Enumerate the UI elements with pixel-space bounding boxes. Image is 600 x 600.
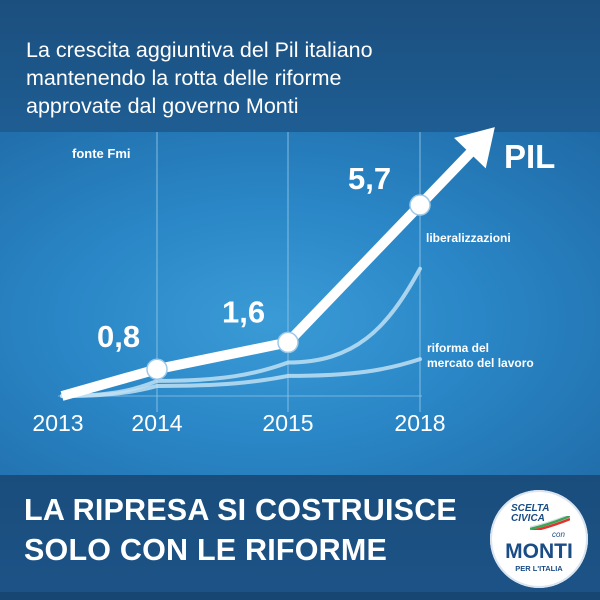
scelta-civica-monti-logo: SCELTA CIVICA con MONTI PER L'ITALIA [490,490,588,588]
logo-civica: CIVICA [511,513,545,524]
data-point [146,358,168,380]
data-label: 1,6 [222,294,265,329]
bottom-strip [0,592,600,600]
data-label: 5,7 [348,161,391,196]
title-line-2: mantenendo la rotta delle riforme [26,66,342,90]
logo-scelta-civica: SCELTA CIVICA [511,504,550,524]
title-line-1: La crescita aggiuntiva del Pil italiano [26,38,373,62]
page-title: La crescita aggiuntiva del Pil italiano … [26,36,496,120]
series-label-pil: PIL [504,138,555,175]
x-tick-label: 2018 [394,410,445,436]
logo-con: con [552,530,565,539]
series-label-riforma-line-1: riforma del [427,341,489,355]
arrow-head [454,127,495,169]
tricolor-swoosh-icon [530,516,570,530]
logo-per-italia: PER L'ITALIA [515,564,563,573]
series-line-3 [60,357,422,398]
data-label: 0,8 [97,319,140,354]
data-point [277,331,299,354]
chart-background [0,132,600,475]
data-point [409,194,431,216]
logo-scelta: SCELTA [511,503,550,514]
title-line-3: approvate dal governo Monti [26,94,299,118]
x-tick-label: 2014 [131,410,182,436]
x-tick-label: 2013 [32,410,83,436]
slogan-line-2: SOLO CON LE RIFORME [24,533,388,567]
x-tick-label: 2015 [262,410,313,436]
series-label-riforma-line-2: mercato del lavoro [427,356,534,370]
logo-monti: MONTI [505,540,573,563]
slogan: LA RIPRESA SI COSTRUISCE SOLO CON LE RIF… [24,490,494,570]
source-note: fonte Fmi [72,146,131,161]
series-label-liberalizzazioni: liberalizzazioni [426,231,511,245]
slogan-line-1: LA RIPRESA SI COSTRUISCE [24,493,457,527]
header-band [0,0,600,132]
